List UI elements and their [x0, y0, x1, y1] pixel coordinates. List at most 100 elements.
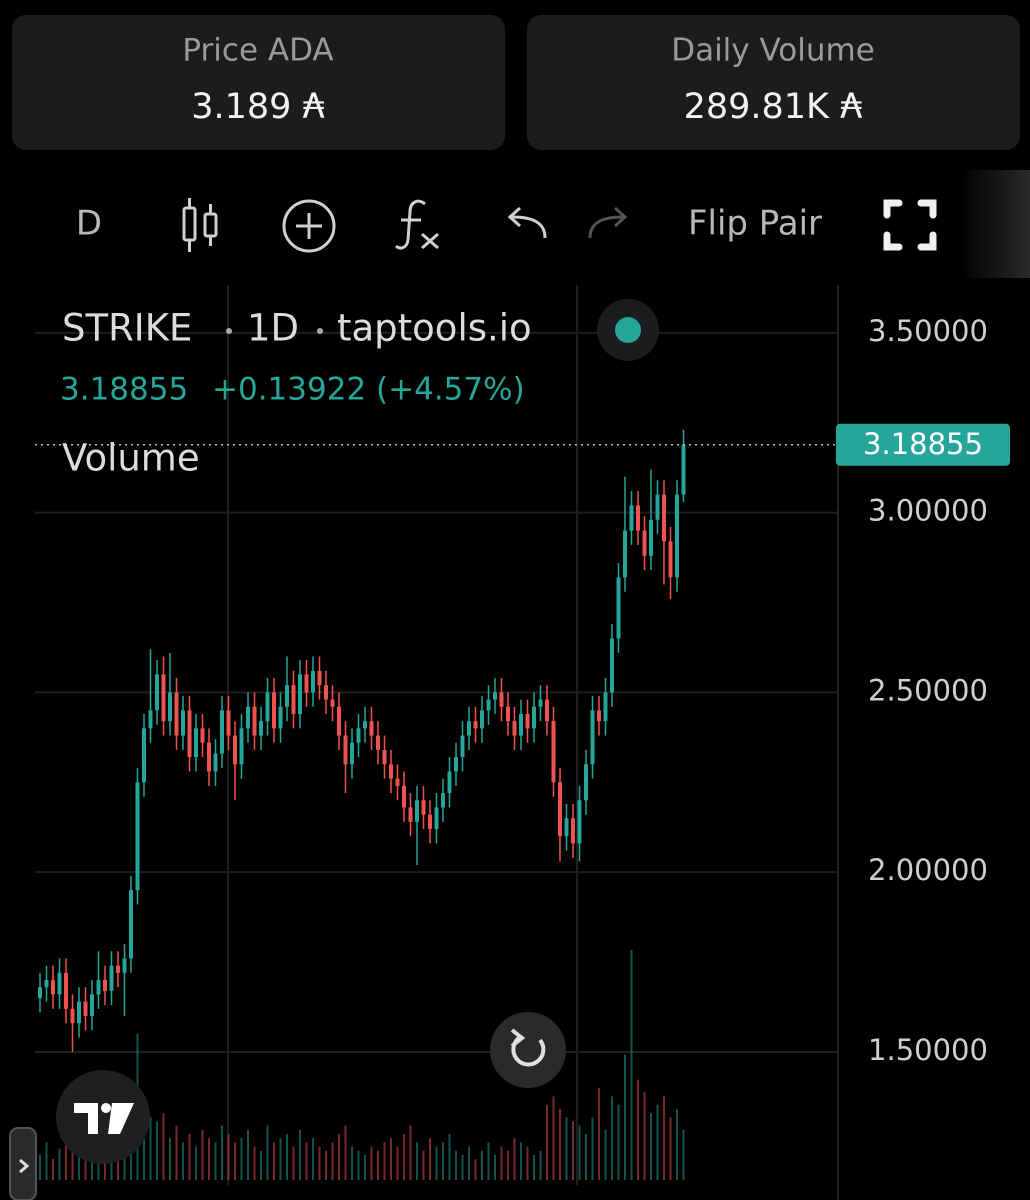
candle-body [519, 713, 523, 736]
candle-body [265, 692, 270, 722]
volume-label: Volume [62, 437, 200, 480]
volume-bar [663, 1096, 665, 1180]
volume-bar [260, 1150, 262, 1180]
undo-button[interactable] [507, 206, 547, 239]
volume-bar [624, 1054, 626, 1180]
volume-bar [546, 1104, 548, 1180]
volume-bar [565, 1117, 568, 1180]
volume-bar [305, 1142, 308, 1180]
volume-bar [617, 1104, 620, 1180]
candle-type-button[interactable] [182, 198, 218, 252]
volume-bar [520, 1142, 522, 1180]
candle-body [135, 782, 140, 891]
stat-card [527, 15, 1020, 150]
add-indicator-button[interactable] [282, 199, 336, 253]
volume-bar [45, 1142, 48, 1180]
candle-body [655, 494, 660, 520]
tradingview-logo[interactable] [56, 1070, 150, 1164]
volume-bar [643, 1092, 646, 1180]
candle-body [493, 692, 497, 700]
candle-body [415, 800, 419, 822]
volume-bar [169, 1138, 171, 1180]
volume-bar [500, 1146, 503, 1180]
redo-button[interactable] [588, 206, 628, 239]
candle-body [421, 800, 426, 815]
volume-bar [344, 1125, 347, 1180]
candle-body [103, 980, 107, 991]
candle-body [174, 692, 179, 736]
candle-body [590, 710, 595, 765]
volume-bar [383, 1142, 386, 1180]
volume-bar [84, 1146, 87, 1180]
candle-body [337, 706, 341, 736]
price-change: +0.13922 (+4.57%) [212, 372, 525, 408]
volume-bar [429, 1138, 431, 1180]
volume-bar [591, 1117, 594, 1180]
candle-body [545, 699, 549, 722]
volume-bar [71, 1150, 74, 1180]
volume-bar [208, 1138, 210, 1180]
side-panel-tab[interactable] [9, 1127, 37, 1200]
candle-body [649, 519, 653, 556]
symbol: STRIKE [62, 307, 192, 350]
candle-body [486, 699, 491, 711]
volume-bar [461, 1154, 464, 1180]
formula-button[interactable] [394, 199, 439, 250]
candle-body [70, 1008, 75, 1024]
y-tick-label: 2.50000 [868, 673, 988, 707]
candle-body [577, 800, 582, 844]
candle-body [460, 735, 465, 758]
candle-body [629, 505, 634, 531]
candle-body [454, 757, 458, 772]
volume-bar [468, 1146, 470, 1180]
candle-body [551, 721, 556, 783]
volume-bar [403, 1134, 405, 1180]
status-dot [615, 317, 641, 343]
volume-bar [507, 1150, 509, 1180]
candle-body [213, 753, 218, 772]
volume-bar [201, 1129, 204, 1180]
volume-bar [52, 1159, 54, 1180]
volume-bar [585, 1134, 587, 1180]
toolbar-fade [960, 170, 1030, 278]
candle-body [506, 706, 510, 722]
candle-body [64, 972, 68, 1009]
candle-body [434, 807, 439, 830]
flip-pair-button[interactable]: Flip Pair [688, 204, 822, 244]
volume-bar [338, 1134, 340, 1180]
candle-body [402, 785, 406, 808]
volume-bar [318, 1146, 321, 1180]
candle-body [558, 782, 562, 837]
volume-bar [286, 1134, 288, 1180]
separator-dot [317, 328, 323, 334]
chart-legend: STRIKE 1D taptools.io 3.18855 +0.13922 (… [60, 299, 659, 480]
candle-body [298, 674, 302, 714]
candle-body [278, 706, 283, 729]
volume-bar [143, 1106, 145, 1180]
fullscreen-button[interactable] [883, 199, 937, 251]
volume-bar [526, 1146, 529, 1180]
candle-body [233, 735, 237, 765]
candle-body [109, 965, 114, 991]
volume-bar [175, 1125, 178, 1180]
candle-body [623, 530, 627, 578]
candle-body [259, 721, 263, 736]
reset-button[interactable] [490, 1012, 566, 1088]
candle-body [447, 771, 452, 794]
volume-bar [357, 1150, 360, 1180]
volume-bar [533, 1154, 535, 1180]
candle-body [584, 764, 588, 801]
candle-body [187, 710, 192, 758]
candle-body [324, 685, 328, 700]
volume-bar [253, 1146, 256, 1180]
volume-bar [299, 1129, 301, 1180]
volume-bar [539, 1150, 542, 1180]
source: taptools.io [337, 307, 532, 350]
candle-body [129, 890, 133, 959]
candle-body [382, 749, 387, 765]
candle-body [311, 670, 315, 693]
volume-bar [578, 1125, 581, 1180]
volume-bar [214, 1142, 217, 1180]
volume-bar [240, 1138, 243, 1180]
interval-button[interactable]: D [76, 204, 102, 244]
